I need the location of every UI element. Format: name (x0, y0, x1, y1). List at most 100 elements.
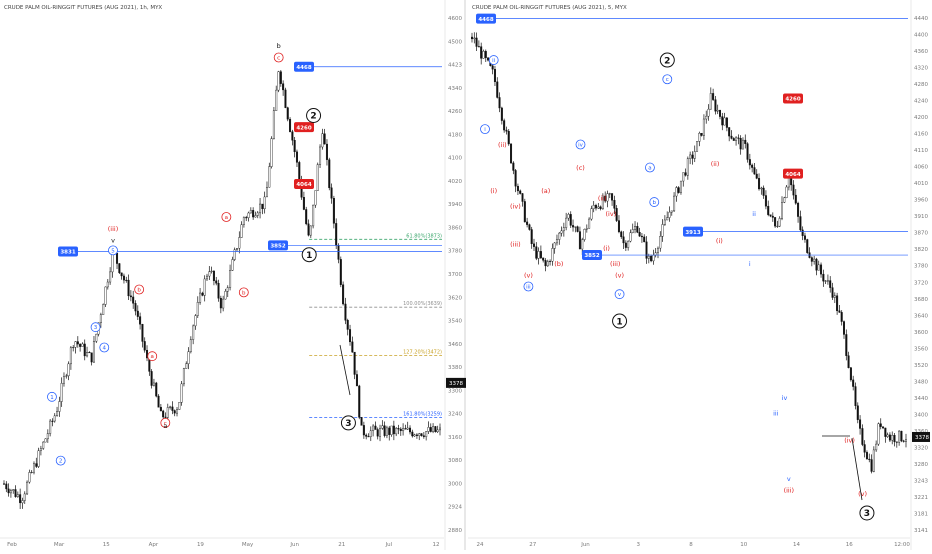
last-price-label: 3378 (915, 435, 929, 441)
wave-label: 1 (616, 317, 622, 327)
candle-body (88, 352, 91, 354)
candle-body (500, 107, 503, 121)
candle-body (217, 283, 220, 299)
candle-body (404, 428, 407, 430)
candle-body (794, 194, 797, 204)
candle-body (595, 205, 598, 209)
candle-body (829, 280, 832, 288)
candle-body (787, 177, 790, 188)
candle-body (319, 146, 322, 165)
candle-body (305, 209, 308, 225)
candle-body (229, 270, 232, 288)
candle-body (815, 258, 818, 271)
price-badge-label: 4468 (296, 65, 311, 71)
wave-label: 2 (59, 459, 63, 465)
panel-left: CRUDE PALM OIL-RINGGIT FUTURES (AUG 2021… (0, 0, 466, 550)
candle-body (505, 129, 508, 132)
wave-circle (147, 351, 158, 362)
candle-body (392, 425, 395, 435)
candle-body (533, 243, 536, 247)
candle-body (581, 239, 584, 250)
candle-body (725, 117, 728, 128)
wave-label: (iii) (610, 260, 621, 268)
wave-label: b (137, 287, 141, 293)
candle-body (624, 242, 627, 248)
fib-label: 100.00%(3639) (403, 301, 442, 307)
candle-body (240, 224, 243, 238)
candle-body (30, 471, 33, 473)
candle-body (716, 110, 719, 112)
candle-body (37, 450, 40, 467)
candle-body (781, 202, 784, 219)
candle-body (638, 232, 641, 237)
candle-body (415, 434, 418, 436)
candle-body (888, 434, 891, 441)
candle-body (65, 375, 68, 377)
candle-body (820, 264, 823, 275)
wave-label: 1 (50, 395, 54, 401)
candle-body (201, 292, 204, 296)
last-price-tag (912, 431, 930, 442)
candle-body (23, 493, 26, 501)
candle-body (879, 423, 882, 427)
candle-body (691, 154, 694, 159)
candle-body (247, 212, 250, 218)
wave-circle (273, 52, 284, 63)
wave-label: a (151, 354, 154, 360)
y-tick-label: 4110 (914, 148, 928, 154)
candle-body (599, 206, 602, 209)
candle-body (526, 221, 529, 225)
wave-circle (90, 322, 101, 333)
candle-body (544, 260, 547, 267)
candle-body (252, 210, 255, 218)
wave-circle (55, 455, 66, 466)
x-tick-label: 10 (740, 542, 747, 548)
candle-body (905, 439, 908, 442)
candle-body (806, 239, 809, 253)
candle-body (346, 320, 349, 330)
wave-label: i (484, 127, 486, 133)
y-tick-label: 3960 (914, 198, 928, 204)
candle-body (422, 435, 425, 437)
candle-body (180, 383, 183, 403)
candle-body (219, 298, 222, 309)
candle-body (764, 195, 767, 207)
x-tick-label: 14 (793, 542, 800, 548)
wave-label: (i) (603, 244, 610, 252)
y-tick-label: 3160 (448, 435, 462, 441)
y-tick-label: 3460 (448, 342, 462, 348)
candle-body (514, 170, 517, 187)
candle-body (668, 211, 671, 218)
candle-body (254, 215, 257, 218)
x-tick-label: 16 (846, 542, 853, 548)
candle-body (245, 217, 248, 219)
x-tick-label: 15 (103, 542, 110, 548)
candle-body (803, 235, 806, 240)
candle-body (35, 463, 38, 467)
candle-body (677, 187, 680, 193)
candle-body (700, 132, 703, 136)
candle-body (425, 431, 428, 437)
wave-circle (221, 212, 232, 222)
candle-body (3, 483, 6, 485)
candle-body (572, 225, 575, 228)
wave-circle (859, 505, 875, 521)
candle-body (143, 341, 146, 351)
candle-body (162, 410, 165, 418)
wave-circle (662, 74, 673, 85)
candle-body (302, 197, 305, 210)
candle-body (491, 65, 494, 70)
candle-body (83, 343, 86, 357)
candle-body (537, 251, 540, 259)
candle-body (358, 385, 361, 418)
price-badge-label: 3831 (60, 250, 75, 256)
candle-body (365, 434, 368, 437)
candle-body (69, 347, 72, 365)
candle-body (682, 172, 685, 182)
y-tick-label: 4400 (914, 33, 928, 39)
price-badge-label: 4064 (785, 172, 800, 178)
wave-label: (v) (615, 271, 624, 279)
candle-body (432, 426, 435, 432)
candle-body (810, 257, 813, 262)
